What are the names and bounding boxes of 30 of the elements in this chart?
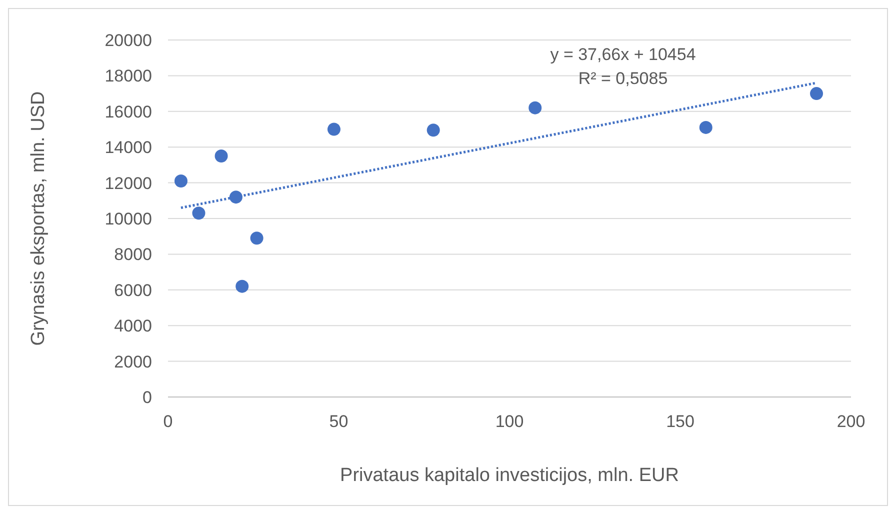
y-tick-label: 18000 — [104, 66, 152, 86]
y-tick-label: 16000 — [104, 102, 152, 122]
x-axis-title: Privataus kapitalo investicijos, mln. EUR — [340, 465, 679, 486]
y-tick-label: 8000 — [114, 245, 152, 264]
y-tick-label: 6000 — [114, 280, 152, 300]
x-tick-label: 200 — [836, 412, 866, 431]
x-tick-label: 150 — [666, 412, 694, 431]
point — [214, 150, 228, 163]
x-tick-label: 100 — [495, 412, 524, 431]
point — [426, 124, 440, 137]
point — [250, 232, 264, 245]
y-tick-label: 12000 — [104, 174, 152, 193]
y-tick-label: 14000 — [104, 138, 152, 158]
annotation: R² = 0,5085 — [578, 69, 668, 88]
y-axis-title: Grynasis eksportas, mln. USD — [28, 91, 49, 346]
y-tick-label: 4000 — [114, 316, 152, 336]
annotation: y = 37,66x + 10454 — [550, 45, 696, 64]
point — [810, 87, 824, 100]
point — [528, 101, 542, 114]
y-tick-label: 10000 — [104, 209, 152, 228]
x-tick-label: 0 — [163, 412, 173, 431]
point — [174, 174, 188, 188]
x-tick-label: 50 — [329, 412, 348, 431]
y-tick-label: 2000 — [114, 352, 152, 372]
y-tick-label: 0 — [142, 388, 152, 407]
point — [236, 280, 249, 293]
y-tick-label: 20000 — [104, 30, 152, 50]
point — [192, 206, 206, 220]
point — [699, 120, 712, 134]
point — [327, 122, 340, 136]
